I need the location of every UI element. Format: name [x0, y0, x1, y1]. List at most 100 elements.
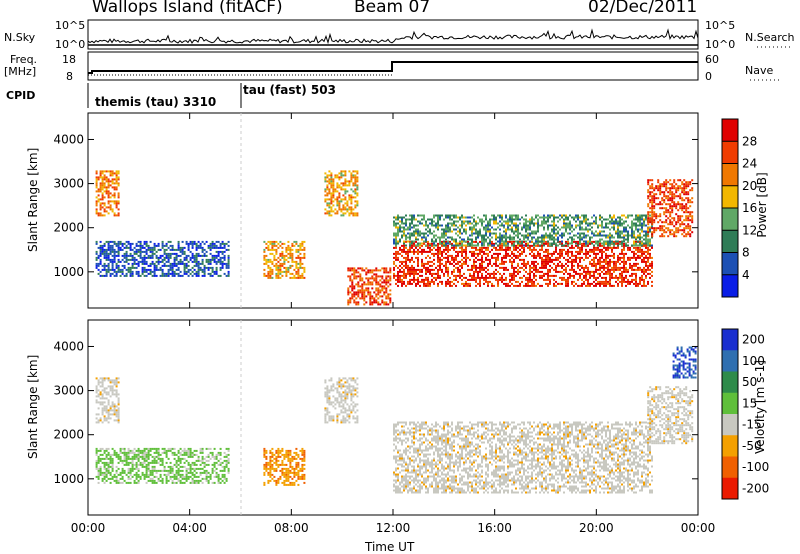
power-cell [473, 278, 475, 281]
power-cell [455, 244, 457, 247]
power-cell [447, 270, 449, 273]
power-cell [517, 234, 519, 237]
power-cell [171, 266, 174, 269]
power-cell [389, 275, 392, 278]
power-cell [479, 218, 481, 221]
velocity-cell [103, 475, 106, 478]
power-cell [649, 228, 651, 231]
power-cell [523, 246, 525, 249]
power-cell [449, 228, 451, 231]
power-cell [455, 266, 457, 269]
velocity-cell [103, 481, 106, 484]
power-cell [447, 258, 449, 261]
power-cell [651, 213, 654, 216]
power-cell [213, 242, 216, 245]
power-cell [173, 274, 176, 277]
power-cell [605, 262, 607, 265]
power-cell [651, 183, 654, 186]
power-cell [499, 242, 501, 245]
power-cell [97, 178, 100, 181]
power-cell [517, 228, 519, 231]
power-cell [279, 276, 282, 279]
power-cell [399, 248, 401, 251]
power-cell [453, 224, 455, 227]
power-cell [417, 282, 419, 285]
power-cell [263, 256, 266, 259]
power-cell [643, 252, 645, 255]
power-cell [349, 299, 352, 302]
power-cell [340, 198, 343, 201]
power-cell [651, 227, 654, 230]
power-cell [535, 268, 537, 271]
power-cell [445, 228, 447, 231]
power-cell [397, 272, 399, 275]
power-cell [481, 250, 483, 253]
power-cell [417, 248, 419, 251]
power-cell [663, 213, 666, 216]
power-cell [356, 178, 359, 181]
power-cell [287, 252, 290, 255]
power-cell [385, 291, 388, 294]
power-cell [665, 189, 668, 192]
power-cell [399, 264, 401, 267]
power-cell [661, 235, 664, 238]
power-cell [439, 240, 441, 243]
power-cell [348, 198, 351, 201]
power-cell [669, 223, 672, 226]
power-cell [529, 270, 531, 273]
power-cell [397, 280, 399, 283]
power-cell [449, 222, 451, 225]
power-cell [493, 284, 495, 287]
power-cell [351, 269, 354, 272]
power-cell [683, 227, 686, 230]
power-cell [499, 262, 501, 265]
power-cell [269, 258, 272, 261]
power-cell [350, 198, 353, 201]
power-cell [635, 264, 637, 267]
power-cell [683, 199, 686, 202]
power-cell [159, 256, 162, 259]
power-cell [215, 270, 218, 273]
power-cell [111, 264, 114, 267]
power-cell [523, 264, 525, 267]
power-cell [354, 206, 357, 209]
power-cell [515, 216, 517, 219]
power-cell [263, 240, 266, 243]
power-cell [553, 218, 555, 221]
velocity-cell [115, 419, 118, 422]
power-cell [647, 252, 649, 255]
power-cell [475, 266, 477, 269]
power-cell [285, 254, 288, 257]
power-cell [457, 270, 459, 273]
power-cell [393, 246, 395, 249]
power-cell [631, 278, 633, 281]
power-cell [681, 209, 684, 212]
power-cell [381, 299, 384, 302]
power-cell [537, 228, 539, 231]
power-cell [667, 191, 670, 194]
power-cell [413, 260, 415, 263]
power-cell [350, 196, 353, 199]
power-cell [567, 280, 569, 283]
power-cell [471, 222, 473, 225]
power-cell [227, 270, 230, 273]
power-cell [277, 260, 280, 263]
power-cell [297, 276, 300, 279]
power-cell [431, 244, 433, 247]
power-cell [299, 266, 302, 269]
power-cell [637, 240, 639, 243]
power-cell [621, 242, 623, 245]
power-cell [227, 266, 230, 269]
power-cell [389, 299, 392, 302]
power-cell [583, 236, 585, 239]
power-cell [569, 224, 571, 227]
power-cell [537, 282, 539, 285]
power-cell [567, 232, 569, 235]
power-cell [405, 246, 407, 249]
velocity-cell [113, 405, 116, 408]
power-cell [529, 266, 531, 269]
power-cell [125, 246, 128, 249]
power-cell [529, 280, 531, 283]
power-cell [601, 280, 603, 283]
power-cell [527, 260, 529, 263]
